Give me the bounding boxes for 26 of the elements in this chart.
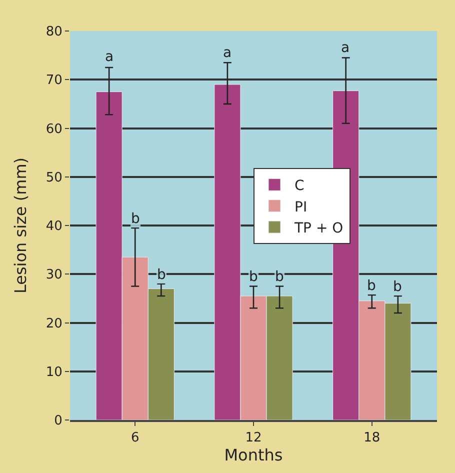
x-tick-label: 6 bbox=[130, 430, 140, 446]
y-tick-label: 70 bbox=[46, 73, 62, 88]
annotation: b bbox=[157, 267, 166, 283]
y-axis-title: Lesion size (mm) bbox=[10, 157, 30, 294]
x-tick-label: 12 bbox=[245, 430, 262, 446]
legend-label: C bbox=[294, 178, 304, 194]
y-tick-label: 60 bbox=[46, 122, 62, 137]
annotation: b bbox=[393, 279, 402, 295]
annotation: a bbox=[223, 45, 232, 61]
annotation: a bbox=[341, 40, 350, 56]
annotation: b bbox=[249, 269, 258, 285]
y-tick-label: 30 bbox=[46, 268, 62, 283]
x-axis-title: Months bbox=[224, 446, 283, 465]
x-tick-label: 18 bbox=[364, 430, 380, 446]
annotation: a bbox=[105, 49, 114, 65]
y-tick-label: 40 bbox=[46, 219, 62, 234]
y-tick-label: 50 bbox=[46, 170, 62, 186]
annotation: b bbox=[367, 278, 376, 294]
legend-label: TP + O bbox=[294, 220, 344, 237]
y-tick-label: 0 bbox=[54, 414, 62, 429]
y-tick-label: 20 bbox=[46, 316, 62, 332]
legend-label: PI bbox=[294, 199, 308, 216]
y-tick-label: 80 bbox=[46, 24, 62, 40]
y-tick-label: 10 bbox=[46, 364, 62, 380]
annotation: b bbox=[275, 269, 284, 285]
annotation: b bbox=[131, 211, 140, 227]
